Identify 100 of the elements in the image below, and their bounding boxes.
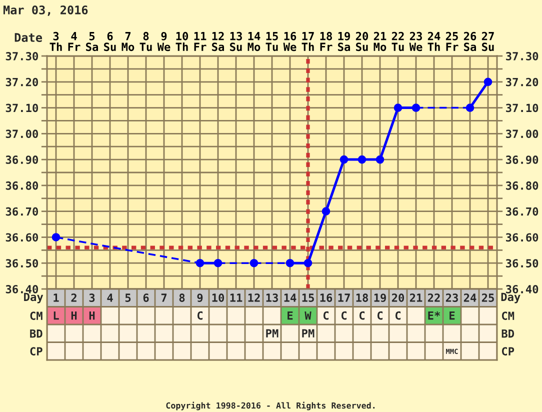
- text: C: [377, 311, 383, 320]
- x-tick-label: 23 We: [409, 32, 422, 52]
- y2-tick-label: 36.90: [506, 156, 538, 164]
- x-tick-label: 11 Fr: [194, 32, 206, 51]
- x-tick-label: 20 Su: [356, 32, 368, 52]
- x-tick-label: 20: [392, 294, 404, 302]
- x-axis-title: Day: [24, 292, 44, 304]
- x-tick-label: 5 Sa: [86, 32, 98, 52]
- text: C: [395, 311, 401, 320]
- y-tick-label: 36.40: [6, 284, 38, 294]
- x-tick-label: 14: [284, 294, 296, 302]
- x-tick-label: 24: [464, 294, 476, 302]
- x-tick-label: 15 Tu: [266, 32, 278, 52]
- text: Day: [501, 292, 520, 304]
- y2-tick-label: 36.40: [506, 284, 538, 294]
- chart-title: Mar 03, 2016: [3, 5, 88, 16]
- x-tick-label: 25: [482, 294, 494, 302]
- x-tick-label: 7: [161, 294, 167, 302]
- x-tick-label: 11: [230, 294, 242, 302]
- x-tick-label: 25 Fr: [446, 32, 458, 51]
- x-tick-label: 7 Mo: [122, 32, 134, 52]
- text: E: [450, 311, 455, 320]
- x-tick-label: 15: [302, 294, 314, 302]
- point: [466, 104, 474, 112]
- y2-tick-label: BD: [502, 329, 514, 338]
- x-axis-title: Date: [14, 33, 42, 42]
- y2-tick-label: 36.70: [506, 207, 538, 216]
- point: [484, 78, 492, 86]
- y2-tick-label: 37.00: [506, 130, 538, 138]
- text: PM: [266, 329, 278, 338]
- text: Copyright 1998-2016 - All Rights Reserved.: [166, 402, 375, 410]
- y2-tick-label: 36.50: [506, 259, 538, 268]
- point: [52, 233, 60, 242]
- text: C: [341, 311, 347, 320]
- point: [250, 258, 258, 268]
- x-tick-label: 9: [197, 294, 203, 302]
- y2-tick-label: 37.20: [506, 78, 538, 86]
- x-tick-label: 8 Tu: [140, 32, 152, 52]
- x-tick-label: 22 Tu: [392, 32, 404, 52]
- x-tick-label: 26 Sa: [464, 32, 476, 52]
- x-tick-label: 6 Su: [104, 32, 116, 52]
- point: [286, 258, 294, 268]
- point: [340, 155, 348, 164]
- text: H: [71, 311, 77, 320]
- x-tick-label: 1: [54, 294, 59, 302]
- x-tick-label: 2: [71, 294, 76, 302]
- x-tick-label: 3 Th: [50, 32, 62, 51]
- text: C: [359, 311, 365, 320]
- x-tick-label: 19: [374, 294, 386, 302]
- y-tick-label: 36.80: [6, 181, 38, 190]
- point: [196, 258, 204, 268]
- point: [376, 155, 384, 164]
- y-tick-label: 36.90: [6, 156, 38, 164]
- x-tick-label: 22: [428, 294, 440, 302]
- x-tick-label: 4 Fr: [68, 32, 80, 51]
- y-tick-label: 37.00: [6, 130, 38, 138]
- y-tick-label: 37.10: [6, 104, 38, 112]
- text: L: [54, 311, 59, 320]
- x-tick-label: 10 Th: [176, 32, 188, 51]
- y-tick-label: 37.20: [6, 78, 38, 86]
- x-tick-label: 27 Su: [482, 32, 494, 52]
- point: [358, 155, 366, 164]
- y-tick-label: 36.70: [6, 207, 38, 216]
- y2-tick-label: 37.10: [506, 104, 538, 112]
- text: PM: [302, 329, 314, 338]
- y-tick-label: CM: [30, 312, 42, 320]
- text: H: [89, 311, 95, 320]
- text: E*: [428, 311, 440, 320]
- text: W: [304, 311, 312, 320]
- y-tick-label: 37.30: [6, 52, 38, 60]
- x-tick-label: 6: [143, 294, 149, 302]
- x-tick-label: 18 Fr: [320, 32, 332, 51]
- x-tick-label: 21 Mo: [374, 32, 386, 52]
- y-tick-label: BD: [30, 329, 42, 338]
- x-tick-label: 23: [446, 294, 458, 302]
- x-tick-label: 13 Su: [230, 32, 242, 52]
- x-tick-label: 19 Sa: [338, 32, 350, 52]
- x-tick-label: 10: [212, 294, 224, 302]
- y2-tick-label: 36.60: [506, 233, 538, 242]
- x-tick-label: 3: [89, 294, 95, 302]
- x-tick-label: 8: [179, 294, 185, 302]
- text: C: [323, 311, 329, 320]
- x-tick-label: 9 We: [157, 32, 170, 52]
- point: [394, 104, 402, 112]
- x-tick-label: 12: [248, 294, 260, 302]
- y2-tick-label: CP: [502, 347, 514, 356]
- x-tick-label: 16 We: [283, 32, 296, 52]
- text: C: [197, 311, 203, 320]
- x-tick-label: 4: [107, 294, 113, 302]
- text: E: [288, 311, 293, 320]
- x-tick-label: 5: [125, 294, 131, 302]
- point: [304, 258, 312, 268]
- y2-tick-label: 37.30: [506, 52, 538, 60]
- x-tick-label: 21: [410, 294, 422, 302]
- x-tick-label: 14 Mo: [248, 32, 260, 52]
- y2-tick-label: CM: [502, 312, 514, 320]
- y-tick-label: 36.50: [6, 259, 38, 268]
- x-tick-label: 17 Th: [302, 32, 314, 51]
- point: [214, 258, 222, 268]
- point: [322, 207, 330, 216]
